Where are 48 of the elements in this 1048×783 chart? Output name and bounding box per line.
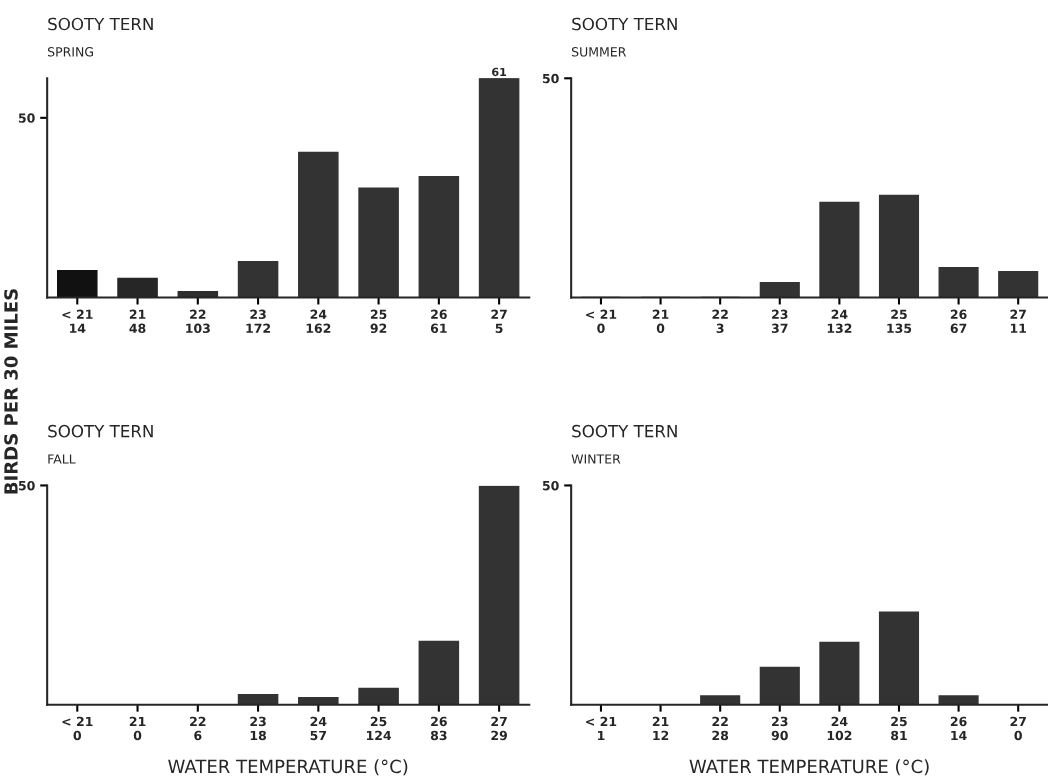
x-tick-label: < 21 14 (62, 309, 93, 333)
x-tick-label: 27 0 (1010, 716, 1026, 741)
chart-title: SOOTY TERN (572, 424, 677, 438)
x-tick-label: 26 61 (430, 309, 447, 334)
x-tick-label: 26 14 (950, 716, 967, 740)
chart-subtitle: FALL (48, 454, 76, 464)
x-tick-label: 25 81 (891, 716, 907, 741)
chart-subtitle: WINTER (571, 454, 621, 464)
x-tick-label: 23 172 (246, 309, 271, 333)
chart-subtitle: SUMMER (571, 47, 627, 57)
x-tick-label: 27 5 (491, 309, 507, 334)
x-tick-label: 24 102 (827, 716, 852, 741)
y-tick-label: 50 (542, 480, 559, 491)
x-tick-label: 21 0 (652, 309, 669, 334)
x-tick-label: 25 92 (370, 309, 387, 334)
x-tick-label: 23 90 (771, 716, 788, 741)
x-tick-label: 25 124 (366, 716, 392, 740)
y-tick-label: 50 (18, 480, 35, 491)
x-tick-label: 24 132 (827, 309, 852, 334)
x-tick-label: 21 0 (129, 716, 146, 741)
x-tick-label: < 21 0 (62, 716, 93, 741)
x-tick-label: 27 11 (1010, 309, 1027, 333)
x-tick-label: 22 6 (190, 716, 206, 741)
y-tick-label: 50 (542, 73, 559, 84)
y-axis-title: BIRDS PER 30 MILES (4, 289, 18, 494)
x-tick-label: 21 12 (652, 716, 669, 740)
x-tick-label: 23 37 (771, 309, 788, 334)
x-tick-label: < 21 1 (586, 716, 617, 740)
x-tick-label: 22 3 (712, 309, 728, 334)
x-tick-label: 24 57 (310, 716, 327, 741)
y-tick-label: 50 (18, 113, 35, 123)
x-tick-label: 26 83 (430, 716, 447, 741)
chart-subtitle: SPRING (47, 47, 94, 57)
x-axis-title: WATER TEMPERATURE (°C) (168, 759, 408, 776)
x-tick-label: 21 48 (129, 309, 146, 334)
x-tick-label: < 21 0 (586, 309, 617, 334)
x-tick-label: 24 162 (306, 309, 331, 334)
x-tick-label: 22 103 (186, 309, 210, 334)
x-axis-title: WATER TEMPERATURE (°C) (689, 759, 929, 776)
x-tick-label: 23 18 (250, 716, 266, 741)
x-tick-label: 27 29 (491, 716, 508, 741)
x-tick-label: 26 67 (950, 309, 967, 334)
chart-title: SOOTY TERN (48, 17, 153, 31)
x-tick-label: 22 28 (712, 716, 729, 741)
x-tick-label: 25 135 (887, 309, 912, 334)
chart-title: SOOTY TERN (48, 424, 153, 438)
chart-title: SOOTY TERN (572, 17, 677, 31)
data-label: 61 (492, 67, 507, 77)
